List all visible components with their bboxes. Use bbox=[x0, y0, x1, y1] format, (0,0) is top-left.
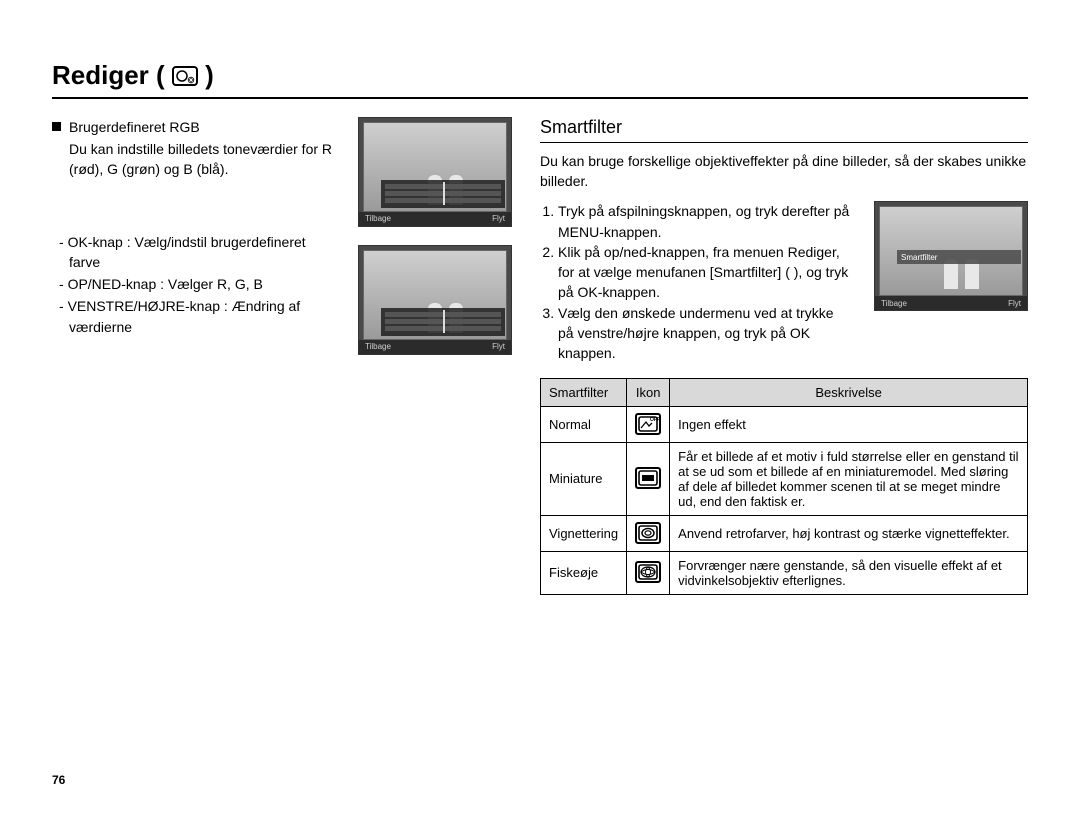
cell-desc-3: Forvrænger nære genstande, så den visuel… bbox=[670, 551, 1028, 594]
camera-screen-1: Tilbage Flyt bbox=[358, 117, 512, 227]
th-desc: Beskrivelse bbox=[670, 378, 1028, 406]
rgb-item-2: VENSTRE/HØJRE-knap : Ændring af værdiern… bbox=[68, 298, 301, 334]
smartfilter-table: Smartfilter Ikon Beskrivelse Normal OFF … bbox=[540, 378, 1028, 595]
page-number: 76 bbox=[52, 773, 65, 787]
table-row: Vignettering Anvend retrofarver, høj kon… bbox=[541, 515, 1028, 551]
rgb-item-0: OK-knap : Vælg/indstil brugerdefineret f… bbox=[68, 234, 306, 270]
smartfilter-intro: Du kan bruge forskellige objektiveffekte… bbox=[540, 151, 1028, 192]
screen1-back: Tilbage bbox=[365, 214, 391, 223]
title-suffix: ) bbox=[205, 60, 214, 90]
screen2-move: Flyt bbox=[492, 342, 505, 351]
screen1-move: Flyt bbox=[492, 214, 505, 223]
smartfilter-heading: Smartfilter bbox=[540, 117, 1028, 143]
cell-name-3: Fiskeøje bbox=[541, 551, 627, 594]
edit-icon bbox=[172, 62, 198, 93]
step-3: Vælg den ønskede undermenu ved at trykke… bbox=[558, 303, 850, 364]
screen2-back: Tilbage bbox=[365, 342, 391, 351]
miniature-icon bbox=[635, 467, 661, 489]
step-1: Tryk på afspilningsknappen, og tryk dere… bbox=[558, 201, 850, 242]
bullet-icon bbox=[52, 122, 61, 131]
cell-name-0: Normal bbox=[541, 406, 627, 442]
screen3-label: Smartfilter bbox=[901, 253, 937, 262]
normal-icon: OFF bbox=[635, 413, 661, 435]
table-row: Miniature Får et billede af et motiv i f… bbox=[541, 442, 1028, 515]
step-2: Klik på op/ned-knappen, fra menuen Redig… bbox=[558, 242, 850, 303]
cell-name-2: Vignettering bbox=[541, 515, 627, 551]
cell-desc-0: Ingen effekt bbox=[670, 406, 1028, 442]
svg-text:OFF: OFF bbox=[650, 417, 659, 423]
th-name: Smartfilter bbox=[541, 378, 627, 406]
th-icon: Ikon bbox=[627, 378, 670, 406]
screen3-move: Flyt bbox=[1008, 299, 1021, 308]
camera-screen-3: Smartfilter Tilbage Flyt bbox=[874, 201, 1028, 311]
rgb-intro: Du kan indstille billedets toneværdier f… bbox=[52, 139, 334, 180]
fisheye-icon bbox=[635, 561, 661, 583]
rgb-item-1: OP/NED-knap : Vælger R, G, B bbox=[68, 276, 263, 292]
table-row: Fiskeøje Forvrænger nære genstande, så d… bbox=[541, 551, 1028, 594]
camera-screen-2: Tilbage Flyt bbox=[358, 245, 512, 355]
table-row: Normal OFF Ingen effekt bbox=[541, 406, 1028, 442]
screen3-back: Tilbage bbox=[881, 299, 907, 308]
vignette-icon bbox=[635, 522, 661, 544]
cell-name-1: Miniature bbox=[541, 442, 627, 515]
page-title: Rediger ( ) bbox=[52, 60, 1028, 99]
title-prefix: Rediger ( bbox=[52, 60, 165, 90]
cell-desc-2: Anvend retrofarver, høj kontrast og stær… bbox=[670, 515, 1028, 551]
cell-desc-1: Får et billede af et motiv i fuld større… bbox=[670, 442, 1028, 515]
rgb-heading: Brugerdefineret RGB bbox=[69, 117, 200, 137]
